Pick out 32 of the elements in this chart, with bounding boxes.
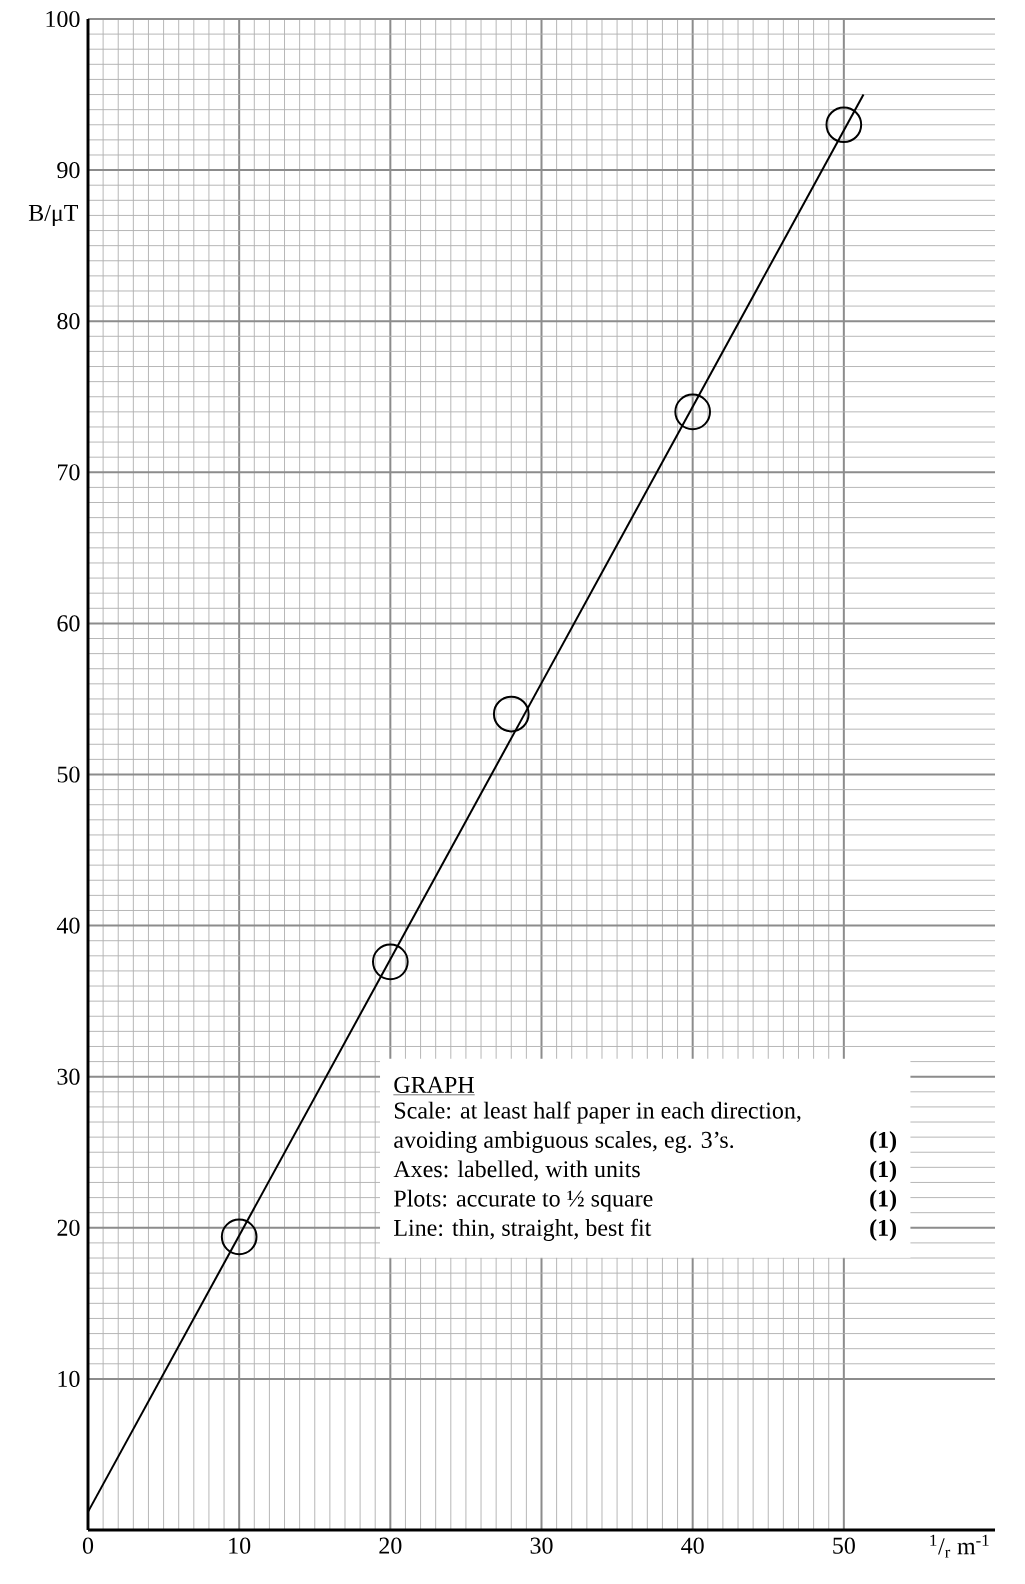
x-tick-label: 40 [681, 1537, 704, 1554]
annotation: Plots: accurate to ½ square [394, 1189, 653, 1212]
annotation: (1) [870, 1160, 897, 1183]
y-tick-label: 40 [56, 917, 80, 934]
annotation: Axes: labelled, with units [393, 1160, 640, 1181]
x-tick-label: 10 [229, 1537, 251, 1554]
annotation: Scale: at least half paper in each direction, avoiding ambiguous scales, eg. 3’s. [394, 1101, 801, 1153]
annotation: (1) [870, 1131, 897, 1153]
y-tick-label: 70 [58, 464, 80, 481]
point [220, 1218, 258, 1256]
point [825, 106, 863, 144]
y-tick-label: 30 [57, 1068, 80, 1085]
x-tick-label: 20 [379, 1537, 402, 1554]
x-tick-label: 30 [530, 1537, 553, 1554]
annotation: Line: thin, straight, best fit [394, 1218, 652, 1241]
y-tick-label: 50 [57, 766, 80, 783]
point [674, 393, 711, 431]
y-tick-label: 20 [57, 1219, 80, 1236]
x-tick-label: 0 [82, 1537, 94, 1554]
y-tick-label: 90 [57, 162, 80, 179]
y-axis-title: B/μT [28, 204, 78, 226]
x-axis-title: $^{1}$/$_{r}$ m$^{-1}$ [930, 1534, 989, 1558]
annotation: (1) [870, 1219, 897, 1241]
annotation: (1) [870, 1189, 897, 1212]
y-tick-label: 100 [46, 10, 80, 28]
annotation: GRAPH [394, 1076, 474, 1093]
y-tick-label: 10 [58, 1370, 80, 1387]
point [492, 695, 530, 733]
point [372, 943, 409, 981]
y-tick-label: 80 [57, 313, 80, 330]
y-tick-label: 60 [57, 615, 80, 632]
x-tick-label: 50 [833, 1537, 855, 1554]
